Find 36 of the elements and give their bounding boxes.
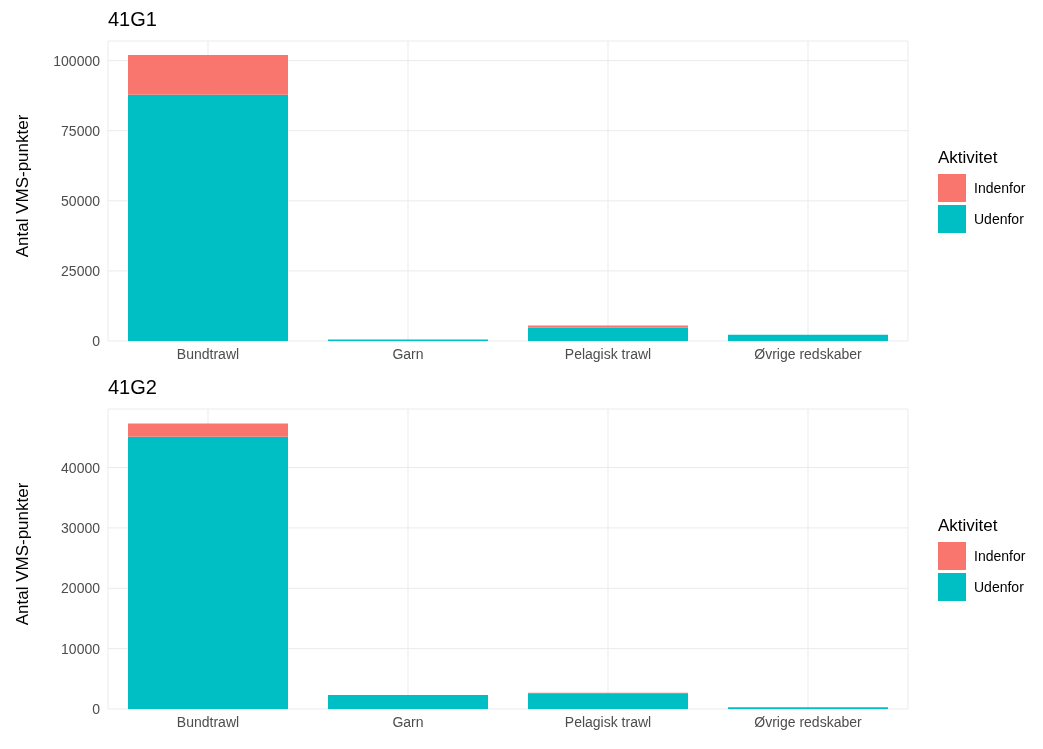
legend-label: Indenfor xyxy=(974,180,1026,196)
y-tick-label: 0 xyxy=(92,700,101,717)
y-tick-label: 25000 xyxy=(61,262,101,279)
x-tick-label: Øvrige redskaber xyxy=(754,345,863,362)
y-tick-label: 75000 xyxy=(61,122,101,139)
bar xyxy=(528,693,688,709)
x-tick-label: Øvrige redskaber xyxy=(754,713,863,730)
bar xyxy=(128,55,288,95)
legend-label: Indenfor xyxy=(974,548,1026,564)
bar xyxy=(328,695,488,709)
x-tick-label: Bundtrawl xyxy=(176,345,240,362)
legend-title: Aktivitet xyxy=(938,516,999,536)
x-tick-label: Garn xyxy=(392,345,424,362)
bar xyxy=(528,327,688,341)
x-tick-label: Garn xyxy=(392,713,424,730)
y-tick-label: 0 xyxy=(92,332,101,349)
legend-label: Udenfor xyxy=(974,579,1024,595)
y-tick-label: 30000 xyxy=(61,519,101,536)
bar xyxy=(128,436,288,709)
chart-title: 41G1 xyxy=(108,8,158,32)
bar xyxy=(128,423,288,437)
y-tick-label: 100000 xyxy=(53,52,101,69)
bar xyxy=(128,94,288,341)
chart-title: 41G2 xyxy=(108,376,158,400)
y-axis-title: Antal VMS-punkter xyxy=(13,114,33,258)
x-tick-label: Pelagisk trawl xyxy=(564,345,652,362)
y-tick-label: 10000 xyxy=(61,640,101,657)
y-axis-title: Antal VMS-punkter xyxy=(13,482,33,626)
y-tick-label: 50000 xyxy=(61,192,101,209)
y-tick-label: 40000 xyxy=(61,459,101,476)
legend-label: Udenfor xyxy=(974,211,1024,227)
x-tick-label: Bundtrawl xyxy=(176,713,240,730)
bar xyxy=(728,334,888,341)
legend-title: Aktivitet xyxy=(938,148,999,168)
y-tick-label: 20000 xyxy=(61,580,101,597)
x-tick-label: Pelagisk trawl xyxy=(564,713,652,730)
